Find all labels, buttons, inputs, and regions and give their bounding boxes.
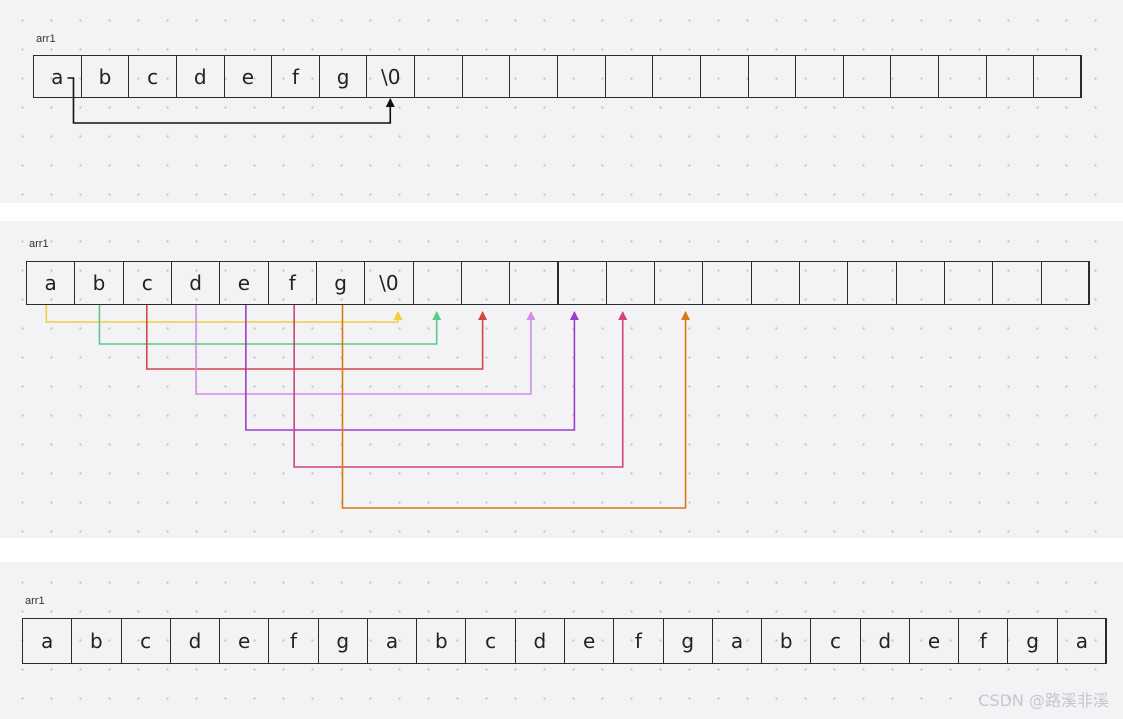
array-cell: c [122, 261, 172, 305]
array-cell: g [317, 618, 368, 664]
array-cell [747, 55, 797, 98]
array-cell: g [315, 261, 366, 305]
array-cell [412, 261, 462, 305]
array-cell [847, 261, 897, 305]
array-cell [992, 261, 1042, 305]
array-cell: d [170, 261, 221, 305]
array-cell: g [318, 55, 368, 98]
array-cell: a [22, 618, 73, 664]
array-cell: d [514, 618, 565, 664]
array-cell [604, 55, 654, 98]
array-label-middle: arr1 [29, 238, 49, 250]
array-cell [509, 261, 559, 305]
array-cell: a [33, 55, 82, 98]
array-cell: c [465, 618, 516, 664]
array-cell: c [128, 55, 177, 98]
array-cell [699, 55, 749, 98]
array-cell: d [859, 618, 910, 664]
array-cell: c [120, 618, 171, 664]
array-cell [654, 261, 704, 305]
array-cell [799, 261, 849, 305]
array-cell [795, 55, 844, 98]
array-cell [944, 261, 994, 305]
array-cell [842, 55, 892, 98]
array-cell [985, 55, 1035, 98]
array-cell [938, 55, 987, 98]
array-label-bottom: arr1 [25, 595, 45, 607]
array-cell: b [416, 618, 467, 664]
array-cell: g [662, 618, 713, 664]
panel-original-array [0, 0, 1123, 203]
array-cell [1040, 261, 1090, 305]
array-cell [557, 55, 606, 98]
array-cell: \0 [366, 55, 416, 98]
array-cell: e [908, 618, 960, 664]
array-cell [750, 261, 801, 305]
array-cell: c [810, 618, 861, 664]
array-cell: e [223, 55, 273, 98]
array-cell [461, 55, 511, 98]
array-cell: d [175, 55, 225, 98]
array-cell: b [761, 618, 812, 664]
array-cell: a [26, 261, 76, 305]
array-cell: b [80, 55, 130, 98]
array-cell: e [564, 618, 615, 664]
array-cell: f [958, 618, 1009, 664]
array-cell: d [169, 618, 221, 664]
watermark: CSDN @路溪非溪 [978, 691, 1109, 710]
array-cell: a [1056, 618, 1107, 664]
array-cell [557, 261, 607, 305]
array-cell: f [613, 618, 664, 664]
array-cell [895, 261, 946, 305]
array-cell [509, 55, 558, 98]
array-cell [605, 261, 656, 305]
array-cell: a [711, 618, 763, 664]
panel-result-array [0, 562, 1123, 719]
array-label-top: arr1 [36, 33, 56, 45]
array-cell: f [271, 55, 320, 98]
array-cell [1033, 55, 1082, 98]
array-cell: f [267, 261, 317, 305]
array-cell [890, 55, 940, 98]
array-cell: e [219, 618, 270, 664]
array-cell [652, 55, 701, 98]
array-cell [460, 261, 511, 305]
array-cell [414, 55, 463, 98]
array-cell: e [219, 261, 269, 305]
array-cell [702, 261, 752, 305]
array-cell: a [366, 618, 418, 664]
array-cell: g [1007, 618, 1058, 664]
array-cell: b [71, 618, 122, 664]
array-cell: b [74, 261, 124, 305]
array-cell: \0 [364, 261, 414, 305]
array-cell: f [268, 618, 319, 664]
